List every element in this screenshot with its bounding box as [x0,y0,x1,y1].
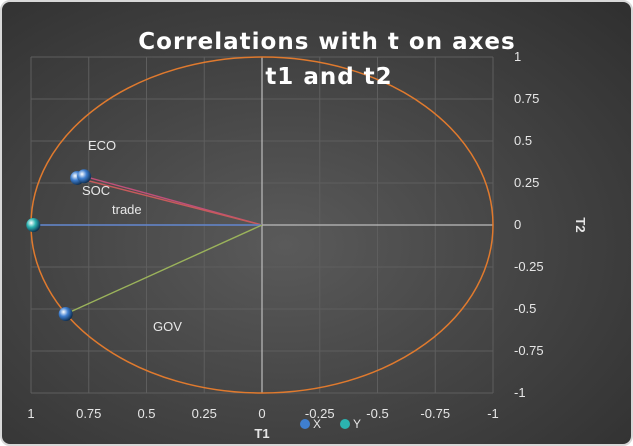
y-axis-label: T2 [573,217,588,232]
point-series-x [58,307,73,322]
y-tick-label: 0 [514,217,521,232]
y-tick-label: -1 [514,385,526,400]
vector-label-soc: SOC [82,183,110,198]
vector-gov [65,224,263,315]
x-tick-label: -0.25 [305,406,335,421]
point-series-x [77,169,92,184]
y-tick-label: 0.25 [514,175,539,190]
x-tick-label: 0 [258,406,265,421]
chart-title-line-1: Correlations with t on axes [138,29,515,55]
vector-soc [77,177,263,226]
vectors [33,175,263,315]
vector-label-gov: GOV [153,319,182,334]
y-tick-label: 1 [514,49,521,64]
legend-label-y: Y [353,417,361,431]
points [26,169,92,322]
x-tick-label: 0.5 [137,406,155,421]
y-tick-label: 0.75 [514,91,539,106]
legend: X Y [300,417,361,431]
y-tick-label: -0.25 [514,259,544,274]
legend-label-x: X [313,417,321,431]
x-tick-label: 0.75 [76,406,101,421]
chart-title-line-2: t1 and t2 [265,64,392,90]
y-tick-labels: 1 0.75 0.5 0.25 0 -0.25 -0.5 -0.75 -1 [514,49,544,400]
x-axis-label: T1 [254,426,269,441]
legend-marker-y [340,419,350,429]
x-tick-labels: 1 0.75 0.5 0.25 0 -0.25 -0.5 -0.75 -1 [27,406,498,421]
point-series-y [26,218,41,232]
x-tick-label: -0.75 [420,406,450,421]
y-tick-label: 0.5 [514,133,532,148]
vector-label-trade: trade [112,202,142,217]
x-tick-label: -0.5 [366,406,388,421]
x-tick-label: 0.25 [192,406,217,421]
y-tick-label: -0.5 [514,301,536,316]
x-tick-label: 1 [27,406,34,421]
y-tick-label: -0.75 [514,343,544,358]
legend-marker-x [300,419,310,429]
vector-label-eco: ECO [88,138,116,153]
x-tick-label: -1 [487,406,499,421]
